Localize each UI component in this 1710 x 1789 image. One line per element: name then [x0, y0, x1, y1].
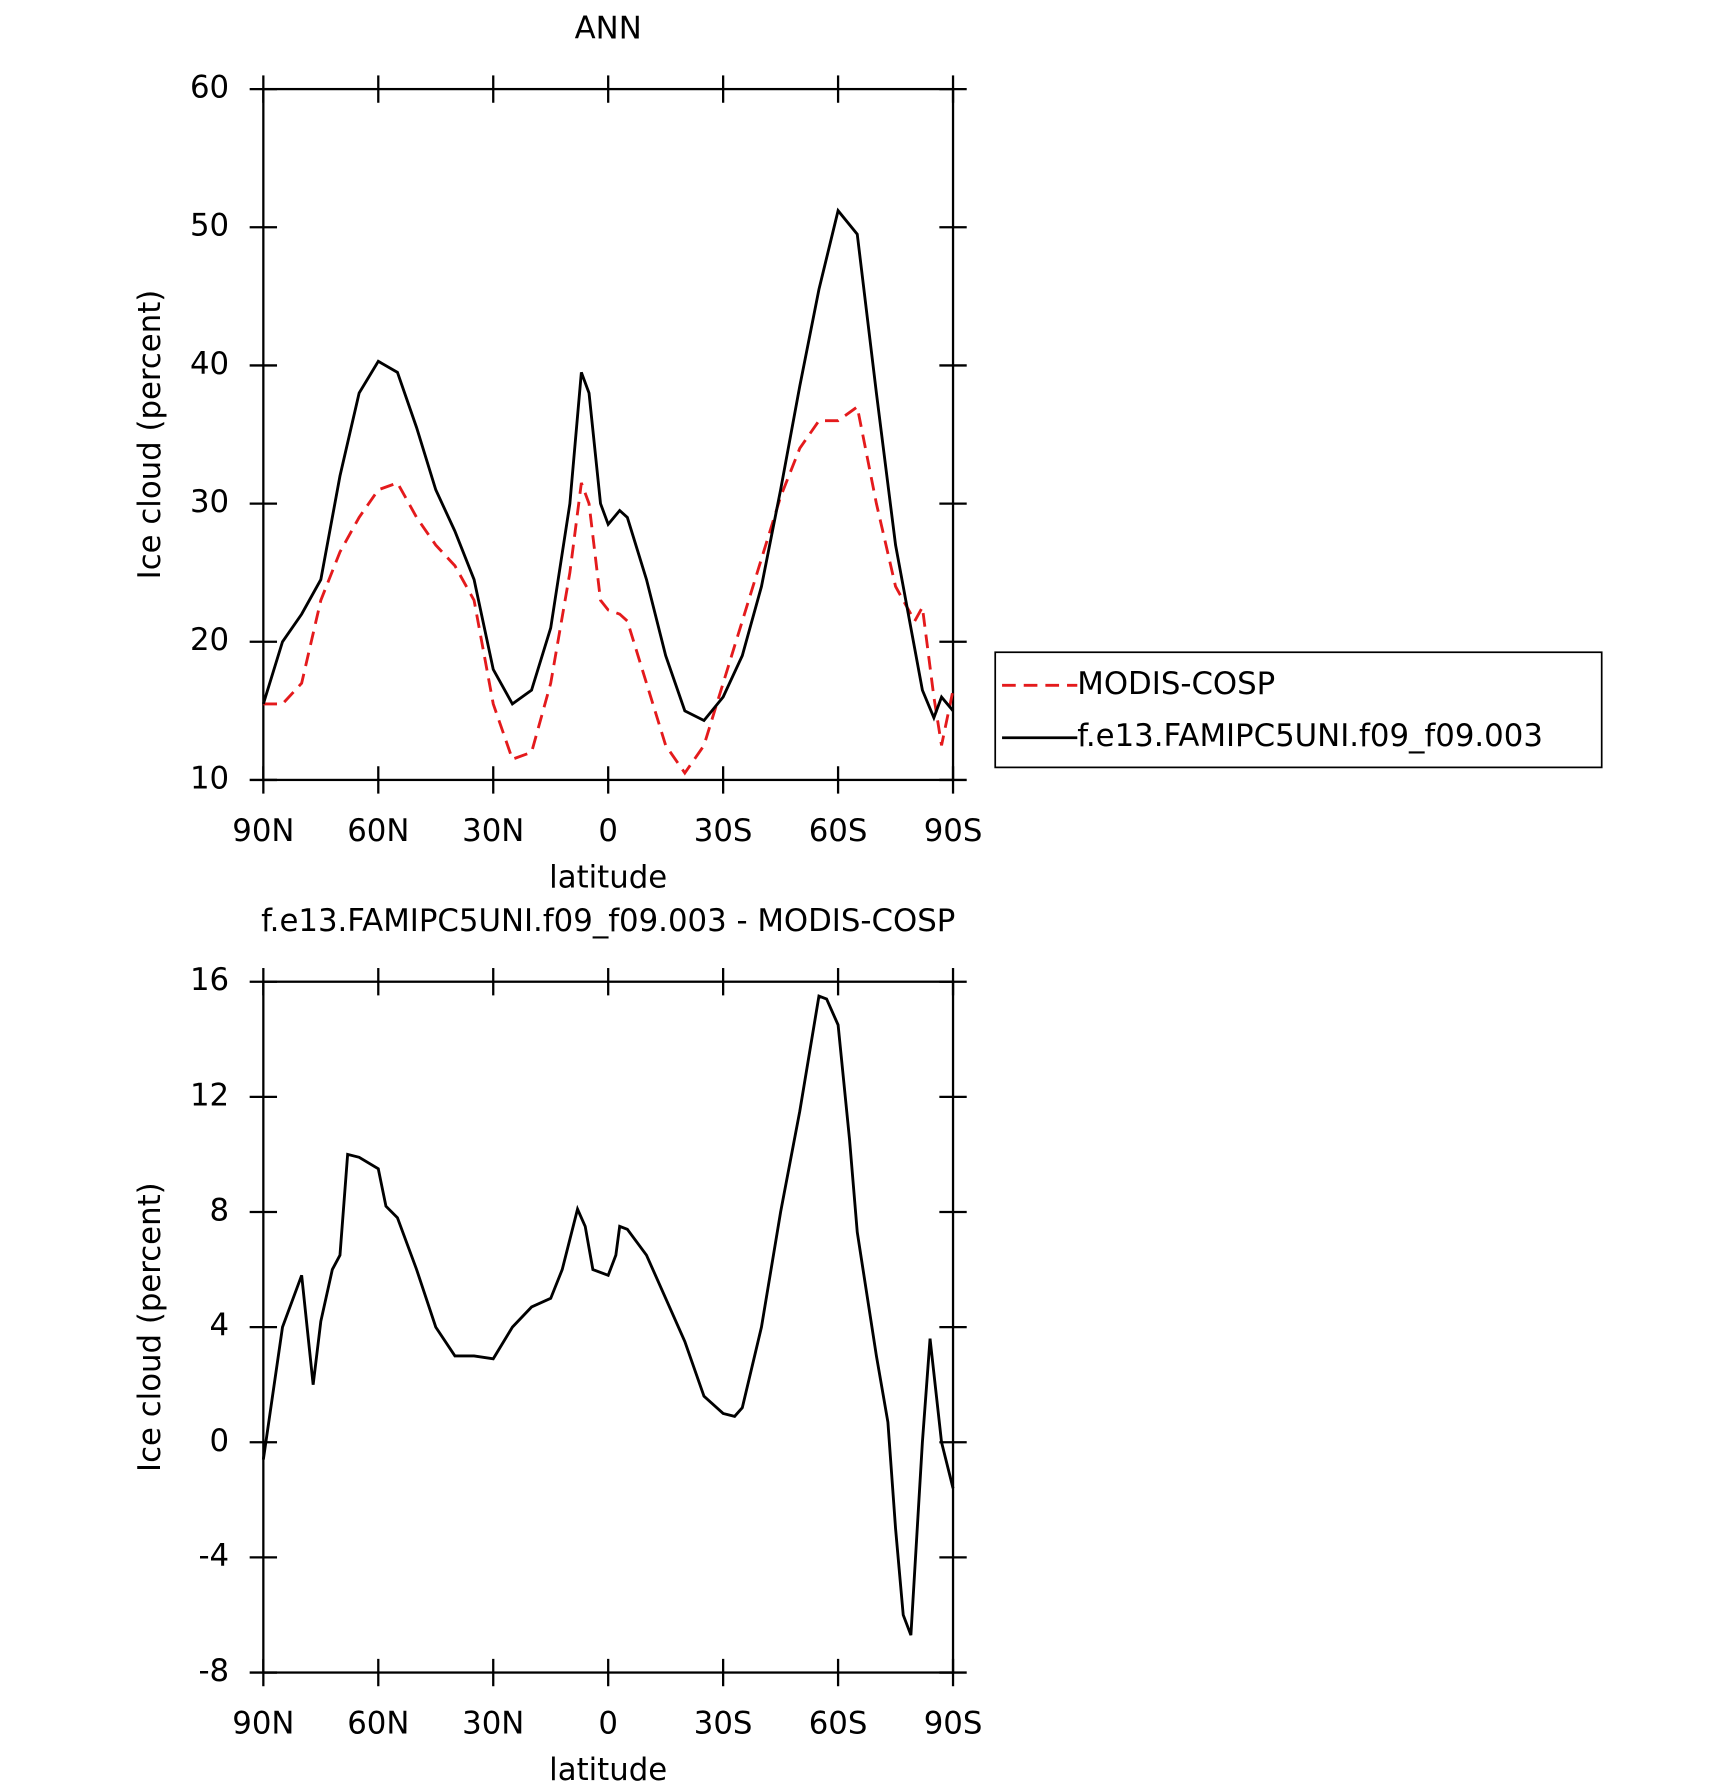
x-tick-label: 30S — [694, 1705, 753, 1741]
y-tick-label: 10 — [190, 760, 229, 796]
x-tick-label: 90S — [924, 813, 983, 849]
data-line — [261, 207, 955, 723]
x-tick-label: 90N — [232, 813, 294, 849]
x-tick-label: 30S — [694, 813, 753, 849]
plot-frame — [262, 980, 955, 1674]
chart-title: f.e13.FAMIPC5UNI.f09_f09.003 - MODIS-COS… — [261, 903, 955, 939]
x-axis-label: latitude — [549, 860, 667, 896]
x-tick-label: 0 — [598, 813, 618, 849]
y-tick-label: 16 — [190, 962, 229, 998]
x-tick-label: 60N — [347, 813, 409, 849]
x-tick-label: 0 — [598, 1705, 618, 1741]
legend-label: MODIS-COSP — [1077, 666, 1275, 702]
x-tick-label: 90N — [232, 1705, 294, 1741]
y-tick-label: 12 — [190, 1077, 229, 1113]
y-tick-label: 20 — [190, 622, 229, 658]
legend-label: f.e13.FAMIPC5UNI.f09_f09.003 — [1077, 718, 1543, 754]
y-tick-label: 50 — [190, 208, 229, 244]
chart-title: ANN — [575, 10, 642, 46]
x-tick-label: 60S — [809, 813, 868, 849]
legend-box — [994, 651, 1603, 769]
x-axis-label: latitude — [549, 1752, 667, 1788]
y-tick-label: 8 — [210, 1192, 230, 1228]
y-tick-label: -4 — [198, 1538, 229, 1574]
x-tick-label: 30N — [462, 1705, 524, 1741]
y-axis-label: Ice cloud (percent) — [132, 290, 168, 580]
data-line — [263, 404, 955, 776]
plot-frame — [262, 87, 955, 782]
y-tick-label: 4 — [210, 1308, 230, 1344]
y-tick-label: 0 — [210, 1423, 230, 1459]
y-axis-label: Ice cloud (percent) — [132, 1182, 168, 1472]
y-tick-label: 40 — [190, 346, 229, 382]
y-tick-label: 30 — [190, 484, 229, 520]
x-tick-label: 90S — [924, 1705, 983, 1741]
y-tick-label: -8 — [198, 1653, 229, 1689]
data-line — [261, 994, 955, 1636]
x-tick-label: 60S — [809, 1705, 868, 1741]
x-tick-label: 60N — [347, 1705, 409, 1741]
x-tick-label: 30N — [462, 813, 524, 849]
y-tick-label: 60 — [190, 70, 229, 106]
